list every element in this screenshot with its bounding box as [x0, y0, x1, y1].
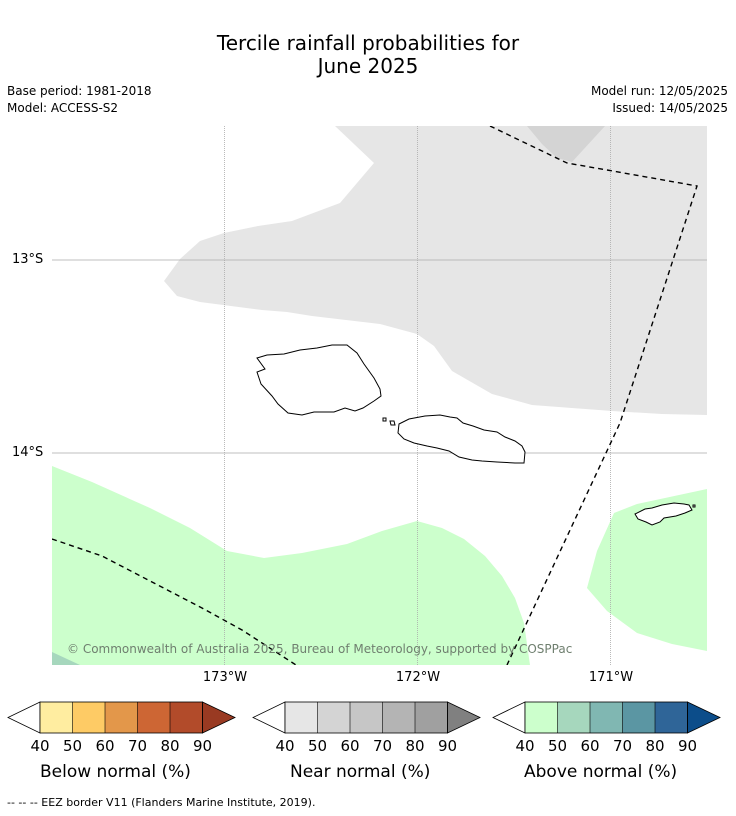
above-normal-40-region-e [587, 489, 707, 651]
legend-above-normal-swatch-50 [557, 702, 590, 733]
legend-below-normal-tick-90: 90 [192, 737, 213, 755]
legend-near-normal [252, 701, 481, 734]
lat-label-14s: 14°S [12, 445, 44, 460]
above-normal-50-region-sw [52, 652, 80, 665]
legend-above-normal-swatch-40 [525, 702, 558, 733]
near-normal-40-region [164, 126, 707, 415]
island-apolima [382, 417, 387, 422]
island-upolu [397, 414, 526, 464]
issued-date: Issued: 14/05/2025 [612, 101, 728, 115]
legend-near-normal-tick-70: 70 [372, 737, 393, 755]
legend-above-normal-swatch-80 [655, 702, 688, 733]
near-normal-50-region [527, 126, 605, 162]
legend-below-normal-swatch-70 [137, 702, 170, 733]
legend-below-normal-swatch-80 [170, 702, 203, 733]
model-name: Model: ACCESS-S2 [7, 101, 119, 115]
legend-below-normal-swatch-50 [72, 702, 105, 733]
legend-below-normal-tick-40: 40 [30, 737, 50, 755]
legend-near-normal-under-arrow [252, 701, 286, 734]
base-period: Base period: 1981-2018 [7, 84, 152, 98]
legend-near-normal-swatch-80 [415, 702, 448, 733]
copyright-notice: © Commonwealth of Australia 2025, Bureau… [67, 642, 573, 656]
lon-label-173w: 173°W [202, 670, 248, 685]
island-manono [389, 420, 396, 426]
legend-below-normal-tick-50: 50 [62, 737, 83, 755]
legend-below-normal-swatch-60 [105, 702, 138, 733]
eez-border-northeast [489, 126, 698, 665]
map-title-line-2: June 2025 [317, 54, 419, 78]
legend-near-normal-tick-40: 40 [275, 737, 295, 755]
island-aunuu [692, 504, 696, 508]
legend-below-normal [7, 701, 236, 734]
eez-border-southwest [52, 538, 297, 665]
lat-label-13s: 13°S [12, 252, 44, 267]
legend-near-normal-tick-60: 60 [340, 737, 360, 755]
islands [256, 344, 696, 526]
legend-above-normal-tick-60: 60 [580, 737, 600, 755]
lon-label-172w: 172°W [395, 670, 441, 685]
legend-above-normal-swatch-60 [590, 702, 623, 733]
legend-near-normal-swatch-50 [317, 702, 350, 733]
legend-above-normal-under-arrow [492, 701, 526, 734]
legend-above-normal-tick-90: 90 [677, 737, 698, 755]
eez-border [52, 126, 698, 665]
legend-above-normal-tick-50: 50 [547, 737, 568, 755]
legend-above-normal [492, 701, 721, 734]
lon-label-171w: 171°W [588, 670, 634, 685]
legend-near-normal-tick-90: 90 [437, 737, 458, 755]
legend-below-normal-tick-80: 80 [160, 737, 180, 755]
legend-above-normal-swatch-70 [622, 702, 655, 733]
legend-below-normal-swatch-40 [40, 702, 73, 733]
legend-above-normal-tick-80: 80 [645, 737, 665, 755]
legend-below-normal-over-arrow [202, 701, 236, 734]
island-savaii [256, 344, 382, 416]
legend-near-normal-tick-80: 80 [405, 737, 425, 755]
legend-near-normal-tick-50: 50 [307, 737, 328, 755]
graticule [52, 126, 707, 665]
legend-above-normal-over-arrow [687, 701, 721, 734]
legend-near-normal-swatch-60 [350, 702, 383, 733]
legend-below-normal-tick-60: 60 [95, 737, 115, 755]
map-title-line-1: Tercile rainfall probabilities for [216, 31, 520, 55]
legend-below-normal-under-arrow [7, 701, 41, 734]
legend-near-normal-swatch-40 [285, 702, 318, 733]
legend-below-normal-title: Below normal (%) [40, 762, 191, 782]
model-run-date: Model run: 12/05/2025 [590, 84, 728, 98]
legend-above-normal-title: Above normal (%) [524, 762, 678, 782]
above-normal-40-region-sw [52, 466, 530, 665]
probability-map [52, 126, 707, 665]
legend-above-normal-tick-40: 40 [515, 737, 535, 755]
legend-above-normal-tick-70: 70 [612, 737, 633, 755]
legend-near-normal-title: Near normal (%) [290, 762, 431, 782]
island-tutuila [634, 502, 693, 526]
eez-border-footnote: -- -- -- EEZ border V11 (Flanders Marine… [7, 796, 316, 809]
legend-below-normal-tick-70: 70 [127, 737, 148, 755]
legend-near-normal-swatch-70 [382, 702, 415, 733]
legend-near-normal-over-arrow [447, 701, 481, 734]
